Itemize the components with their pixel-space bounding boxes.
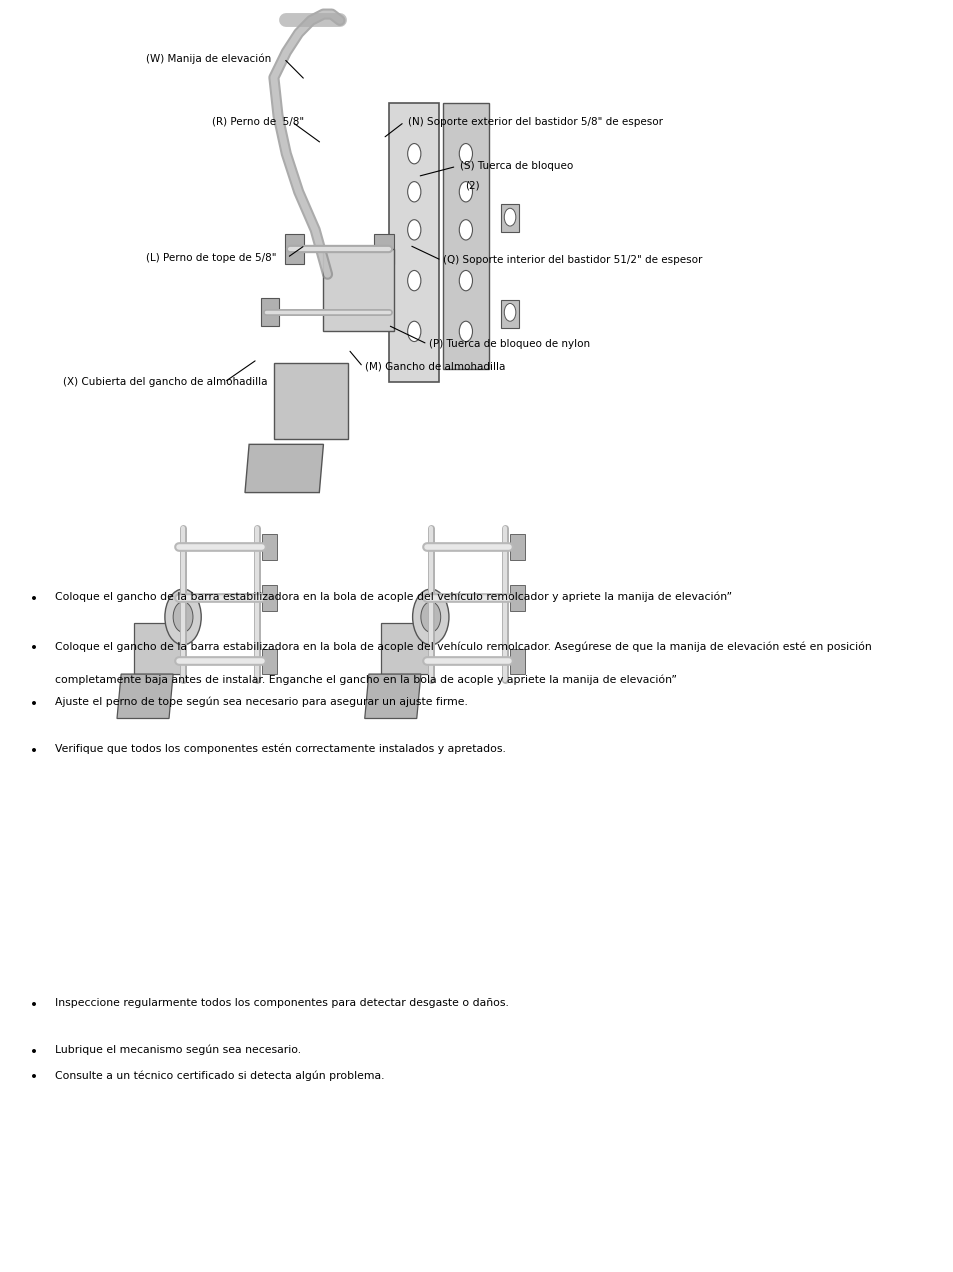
FancyBboxPatch shape xyxy=(260,299,278,327)
FancyBboxPatch shape xyxy=(500,300,518,328)
FancyBboxPatch shape xyxy=(374,234,394,265)
FancyBboxPatch shape xyxy=(262,649,277,674)
FancyBboxPatch shape xyxy=(375,299,393,327)
Circle shape xyxy=(165,589,201,645)
Text: (L) Perno de tope de 5/8": (L) Perno de tope de 5/8" xyxy=(146,253,276,263)
Circle shape xyxy=(458,144,472,164)
FancyBboxPatch shape xyxy=(262,585,277,611)
Text: Verifique que todos los componentes estén correctamente instalados y apretados.: Verifique que todos los componentes esté… xyxy=(55,744,505,754)
FancyBboxPatch shape xyxy=(133,623,183,674)
Polygon shape xyxy=(364,674,420,719)
Circle shape xyxy=(407,220,420,240)
Circle shape xyxy=(458,271,472,291)
FancyBboxPatch shape xyxy=(262,534,277,560)
Polygon shape xyxy=(117,674,172,719)
Text: (W) Manija de elevación: (W) Manija de elevación xyxy=(146,53,271,64)
FancyBboxPatch shape xyxy=(443,103,488,369)
Circle shape xyxy=(458,220,472,240)
FancyBboxPatch shape xyxy=(510,585,524,611)
Text: Inspeccione regularmente todos los componentes para detectar desgaste o daños.: Inspeccione regularmente todos los compo… xyxy=(55,997,508,1007)
Circle shape xyxy=(458,322,472,342)
Circle shape xyxy=(407,322,420,342)
Circle shape xyxy=(172,602,193,632)
Text: (N) Soporte exterior del bastidor 5/8" de espesor: (N) Soporte exterior del bastidor 5/8" d… xyxy=(407,117,662,127)
Circle shape xyxy=(407,182,420,202)
Circle shape xyxy=(407,144,420,164)
Text: •: • xyxy=(30,591,38,605)
FancyBboxPatch shape xyxy=(500,205,518,233)
FancyBboxPatch shape xyxy=(274,363,348,439)
FancyBboxPatch shape xyxy=(381,623,431,674)
FancyBboxPatch shape xyxy=(323,249,394,332)
Text: Lubrique el mecanismo según sea necesario.: Lubrique el mecanismo según sea necesari… xyxy=(55,1044,301,1056)
Text: (M) Gancho de almohadilla: (M) Gancho de almohadilla xyxy=(364,363,504,371)
Circle shape xyxy=(504,209,516,226)
Text: (R) Perno de  5/8": (R) Perno de 5/8" xyxy=(212,117,304,127)
FancyBboxPatch shape xyxy=(389,103,438,382)
FancyBboxPatch shape xyxy=(284,234,304,265)
Text: (S) Tuerca de bloqueo: (S) Tuerca de bloqueo xyxy=(459,162,573,172)
Text: (P) Tuerca de bloqueo de nylon: (P) Tuerca de bloqueo de nylon xyxy=(429,340,590,349)
Circle shape xyxy=(458,182,472,202)
Circle shape xyxy=(407,271,420,291)
Text: •: • xyxy=(30,1044,38,1058)
Polygon shape xyxy=(245,444,323,492)
Circle shape xyxy=(413,589,449,645)
Text: •: • xyxy=(30,1070,38,1084)
FancyBboxPatch shape xyxy=(510,649,524,674)
Text: Consulte a un técnico certificado si detecta algún problema.: Consulte a un técnico certificado si det… xyxy=(55,1070,384,1081)
Text: •: • xyxy=(30,641,38,655)
Text: Coloque el gancho de la barra estabilizadora en la bola de acople del vehículo r: Coloque el gancho de la barra estabiliza… xyxy=(55,641,871,651)
Text: •: • xyxy=(30,744,38,758)
Text: (X) Cubierta del gancho de almohadilla: (X) Cubierta del gancho de almohadilla xyxy=(63,378,268,387)
Text: •: • xyxy=(30,997,38,1011)
Text: (2): (2) xyxy=(465,181,479,191)
Text: •: • xyxy=(30,697,38,711)
Circle shape xyxy=(420,602,440,632)
Text: completamente baja antes de instalar. Enganche el gancho en la bola de acople y : completamente baja antes de instalar. En… xyxy=(55,674,677,684)
Text: Coloque el gancho de la barra estabilizadora en la bola de acople del vehículo r: Coloque el gancho de la barra estabiliza… xyxy=(55,591,731,602)
Text: (Q) Soporte interior del bastidor 51/2" de espesor: (Q) Soporte interior del bastidor 51/2" … xyxy=(443,256,701,266)
FancyBboxPatch shape xyxy=(510,534,524,560)
Circle shape xyxy=(504,304,516,322)
Text: Ajuste el perno de tope según sea necesario para asegurar un ajuste firme.: Ajuste el perno de tope según sea necesa… xyxy=(55,697,468,707)
